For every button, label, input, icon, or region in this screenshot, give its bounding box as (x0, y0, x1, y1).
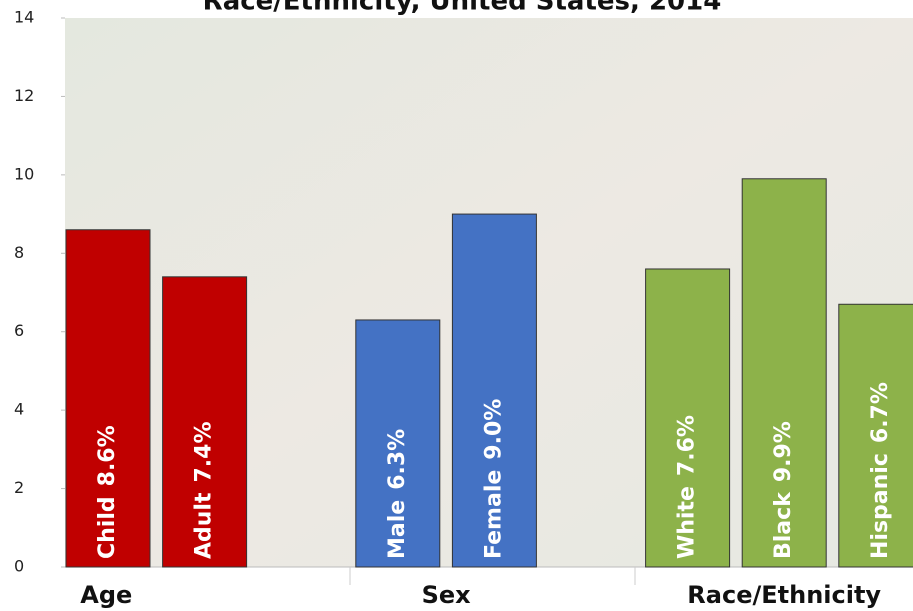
bar-label: Female 9.0% (481, 399, 506, 559)
bar-category: Male (385, 500, 410, 559)
group-label: Sex (422, 581, 472, 609)
page: Race/Ethnicity, United States, 2014 0 2 4 6… (0, 0, 913, 611)
bar-category: White (675, 486, 700, 559)
bar-value-label: 9.0% (481, 399, 506, 460)
chart: Race/Ethnicity, United States, 2014 0 2 4 6… (0, 0, 913, 611)
bar-value-label: 8.6% (95, 425, 120, 486)
y-tick-label: 12 (14, 86, 34, 105)
y-tick-label: 4 (14, 400, 24, 419)
bar-label: White 7.6% (675, 415, 700, 559)
bar-value-label: 7.4% (192, 421, 217, 482)
y-tick-label: 0 (14, 557, 24, 576)
bar-category: Hispanic (868, 453, 893, 559)
bar-value-label: 6.3% (385, 429, 410, 490)
bar-label: Hispanic 6.7% (868, 382, 893, 559)
y-tick-label: 6 (14, 321, 24, 340)
y-tick-label: 14 (14, 8, 34, 27)
y-tick-label: 2 (14, 478, 24, 497)
bar-value-label: 6.7% (868, 382, 893, 443)
bar-category: Black (771, 491, 796, 559)
chart-title: Race/Ethnicity, United States, 2014 (203, 0, 722, 17)
bar-value-label: 9.9% (771, 421, 796, 482)
bar-category: Female (481, 470, 506, 559)
group-label: Race/Ethnicity (687, 581, 881, 609)
bar-value-label: 7.6% (675, 415, 700, 476)
y-tick-label: 8 (14, 243, 24, 262)
bar-category: Adult (192, 492, 217, 559)
y-tick-label: 10 (14, 164, 34, 183)
group-label: Age (80, 581, 132, 609)
bar-category: Child (95, 496, 120, 559)
